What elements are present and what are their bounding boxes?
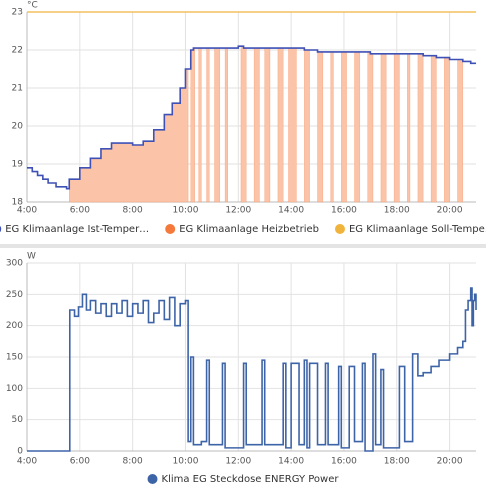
heating-area bbox=[214, 47, 221, 203]
heating-area bbox=[198, 47, 202, 203]
legend-marker bbox=[334, 224, 345, 234]
legend-marker bbox=[165, 224, 176, 234]
legend-label[interactable]: Klima EG Steckdose ENERGY Power bbox=[162, 474, 340, 485]
heating-area bbox=[367, 51, 374, 203]
legend-label[interactable]: EG Klimaanlage Soll-Tempe… bbox=[349, 224, 486, 235]
heating-area bbox=[264, 47, 271, 203]
x-tick-label: 6:00 bbox=[70, 457, 90, 467]
x-tick-label: 20:00 bbox=[437, 457, 463, 467]
x-tick-label: 10:00 bbox=[173, 206, 199, 216]
heating-area bbox=[330, 51, 334, 203]
legend-label[interactable]: EG Klimaanlage Ist-Temper… bbox=[5, 224, 149, 235]
y-tick-label: 19 bbox=[12, 160, 24, 170]
y-tick-label: 100 bbox=[6, 384, 23, 394]
x-tick-label: 8:00 bbox=[123, 457, 143, 467]
heating-area bbox=[190, 47, 195, 203]
heating-area bbox=[341, 51, 347, 203]
x-tick-label: 16:00 bbox=[331, 457, 357, 467]
legend-marker bbox=[0, 225, 2, 233]
x-tick-label: 14:00 bbox=[278, 206, 304, 216]
y-tick-label: 150 bbox=[6, 353, 23, 363]
heating-area bbox=[206, 47, 210, 203]
x-tick-label: 6:00 bbox=[70, 206, 90, 216]
y-tick-label: 0 bbox=[17, 447, 23, 457]
y-tick-label: 23 bbox=[12, 8, 23, 18]
legend-marker bbox=[147, 474, 158, 484]
x-tick-label: 4:00 bbox=[17, 206, 37, 216]
x-tick-label: 16:00 bbox=[331, 206, 357, 216]
heating-area bbox=[444, 57, 450, 203]
heating-area bbox=[69, 68, 189, 203]
heating-area bbox=[393, 53, 400, 203]
y-tick-label: 200 bbox=[6, 321, 23, 331]
x-tick-label: 12:00 bbox=[225, 206, 251, 216]
series-line bbox=[27, 45, 476, 190]
heating-area bbox=[407, 53, 411, 203]
heating-area bbox=[224, 47, 228, 203]
heating-area bbox=[430, 55, 437, 203]
y-tick-label: 300 bbox=[6, 259, 23, 269]
series-line bbox=[27, 287, 477, 452]
y-unit: W bbox=[27, 252, 36, 262]
heating-area bbox=[380, 53, 387, 203]
y-tick-label: 20 bbox=[12, 122, 24, 132]
heating-area bbox=[457, 59, 463, 203]
x-tick-label: 18:00 bbox=[384, 206, 410, 216]
heating-area bbox=[417, 53, 424, 203]
y-tick-label: 250 bbox=[6, 290, 23, 300]
x-tick-label: 12:00 bbox=[225, 457, 251, 467]
y-tick-label: 21 bbox=[12, 84, 23, 94]
x-tick-label: 18:00 bbox=[384, 457, 410, 467]
heating-area bbox=[288, 47, 297, 203]
y-tick-label: 22 bbox=[12, 46, 23, 56]
heating-area bbox=[354, 51, 360, 203]
heating-area bbox=[240, 46, 247, 203]
heating-area bbox=[304, 49, 310, 203]
x-tick-label: 14:00 bbox=[278, 457, 304, 467]
legend-label[interactable]: EG Klimaanlage Heizbetrieb bbox=[179, 224, 319, 235]
heating-area bbox=[253, 47, 260, 203]
y-tick-label: 18 bbox=[12, 198, 24, 208]
x-tick-label: 20:00 bbox=[437, 206, 463, 216]
y-tick-label: 50 bbox=[12, 415, 24, 425]
y-unit: °C bbox=[27, 1, 38, 11]
x-tick-label: 10:00 bbox=[173, 457, 199, 467]
heating-area bbox=[317, 51, 324, 203]
x-tick-label: 8:00 bbox=[123, 206, 143, 216]
x-tick-label: 4:00 bbox=[17, 457, 37, 467]
heating-area bbox=[277, 47, 284, 203]
